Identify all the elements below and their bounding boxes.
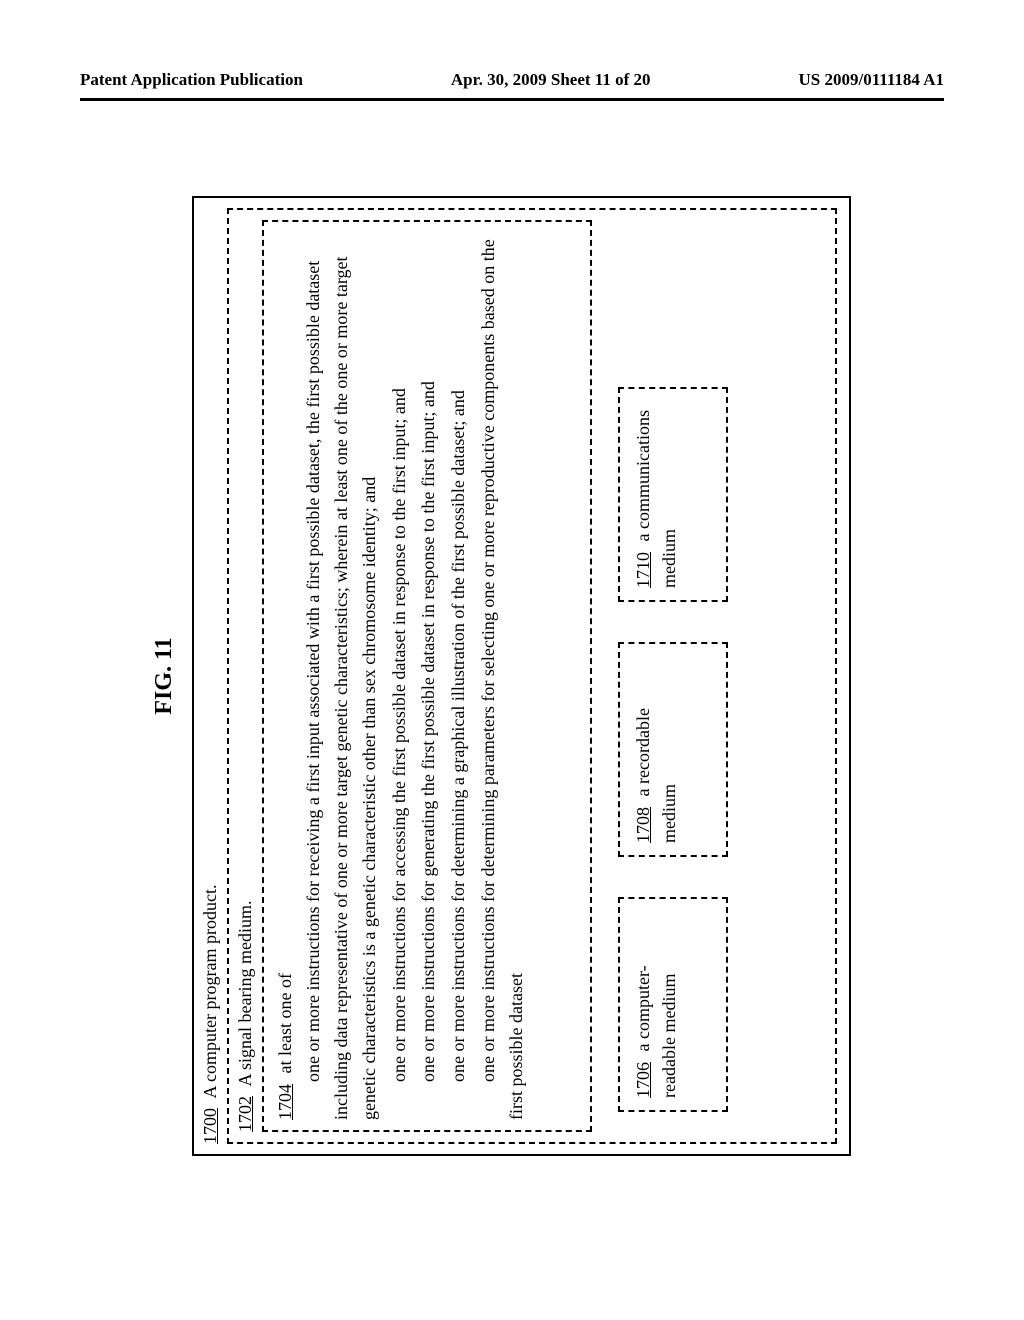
box-1702: 1702 A signal bearing medium. 1704 at le… xyxy=(227,208,837,1144)
box-1702-title: 1702 A signal bearing medium. xyxy=(235,220,256,1132)
item-0: one or more instructions for receiving a… xyxy=(300,232,384,1120)
box-1704-intro-line: 1704 at least one of xyxy=(272,232,300,1120)
box-1702-text: A signal bearing medium. xyxy=(235,901,255,1087)
ref-1704: 1704 xyxy=(275,1084,295,1120)
box-1710: 1710 a communications medium xyxy=(618,387,728,602)
ref-1706: 1706 xyxy=(633,1062,653,1098)
ref-1700: 1700 xyxy=(200,1108,220,1144)
figure-rotated-content: FIG. 11 1700 A computer program product.… xyxy=(151,196,911,1156)
box-1700-text: A computer program product. xyxy=(200,885,220,1099)
header-center: Apr. 30, 2009 Sheet 11 of 20 xyxy=(451,70,651,90)
item-2: one or more instructions for generating … xyxy=(415,232,443,1082)
item-4: one or more instructions for determining… xyxy=(475,232,531,1120)
ref-1702: 1702 xyxy=(235,1096,255,1132)
box-1704: 1704 at least one of one or more instruc… xyxy=(262,220,592,1132)
box-1708: 1708 a recordable medium xyxy=(618,642,728,857)
ref-1708: 1708 xyxy=(633,807,653,843)
media-row: 1706 a computer-readable medium 1708 a r… xyxy=(618,220,728,1112)
header-right: US 2009/0111184 A1 xyxy=(799,70,944,90)
box-1704-items: one or more instructions for receiving a… xyxy=(300,232,531,1082)
figure-label: FIG. 11 xyxy=(151,196,178,1156)
item-3: one or more instructions for determining… xyxy=(445,232,473,1082)
box-1706: 1706 a computer-readable medium xyxy=(618,897,728,1112)
header-rule xyxy=(80,98,944,101)
box-1700: 1700 A computer program product. 1702 A … xyxy=(192,196,851,1156)
box-1700-title: 1700 A computer program product. xyxy=(200,208,221,1144)
patent-page: Patent Application Publication Apr. 30, … xyxy=(0,0,1024,1320)
figure-area: FIG. 11 1700 A computer program product.… xyxy=(80,181,944,1181)
item-1: one or more instructions for accessing t… xyxy=(386,232,414,1082)
page-header: Patent Application Publication Apr. 30, … xyxy=(80,70,944,96)
ref-1710: 1710 xyxy=(633,552,653,588)
header-left: Patent Application Publication xyxy=(80,70,303,90)
box-1704-intro: at least one of xyxy=(275,973,295,1073)
